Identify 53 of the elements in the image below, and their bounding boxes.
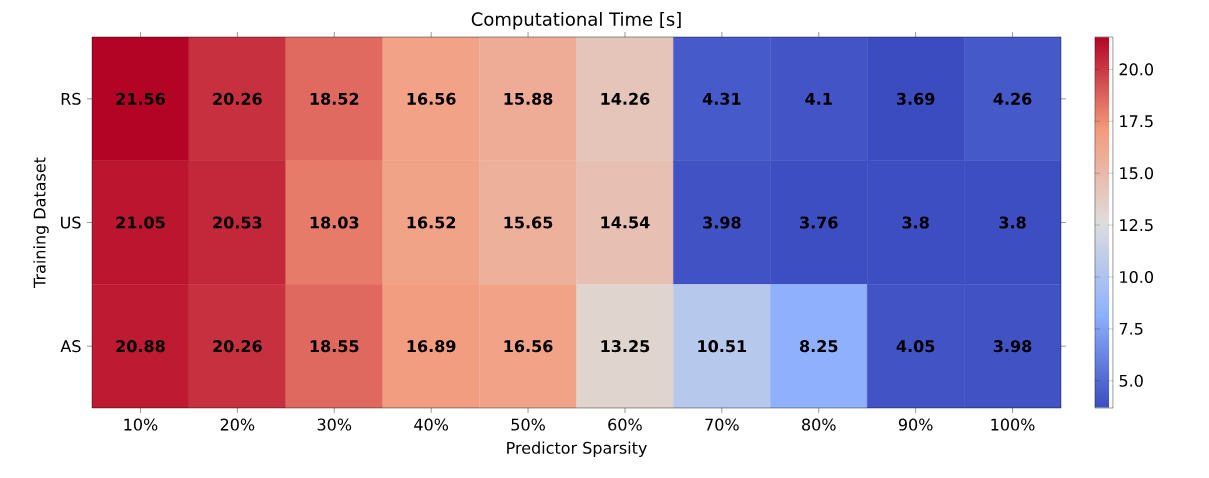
data-label: 14.54 <box>601 216 650 229</box>
data-label: 15.65 <box>504 216 553 229</box>
data-label: 4.05 <box>896 340 935 353</box>
x-tick-label: 90% <box>898 418 933 431</box>
data-label: 15.88 <box>504 92 553 105</box>
data-label: 14.26 <box>601 92 650 105</box>
data-label: 16.56 <box>407 92 456 105</box>
chart-title: Computational Time [s] <box>471 12 681 30</box>
data-label: 16.89 <box>407 340 456 353</box>
y-tick-label: RS <box>61 92 81 105</box>
data-label: 4.26 <box>993 92 1032 105</box>
data-label: 4.31 <box>702 92 741 105</box>
x-tick-label: 80% <box>802 418 836 431</box>
x-tick-label: 30% <box>317 418 352 431</box>
data-label: 3.98 <box>703 216 741 229</box>
data-label: 20.26 <box>213 340 262 353</box>
data-label: 20.26 <box>213 92 262 105</box>
data-label: 3.76 <box>800 216 838 229</box>
data-label: 3.8 <box>999 216 1026 229</box>
y-tick-label: US <box>61 216 81 229</box>
data-label: 20.53 <box>213 216 262 229</box>
data-label: 10.51 <box>698 340 747 353</box>
y-axis-title: Training Dataset <box>33 157 49 288</box>
data-label: 21.56 <box>116 92 165 105</box>
y-tick-label: AS <box>60 340 81 353</box>
x-tick-label: 100% <box>991 418 1035 431</box>
data-label: 4.1 <box>805 92 832 105</box>
color-bar-label: 12.5 <box>1120 219 1153 232</box>
data-label: 18.55 <box>310 340 359 353</box>
data-label: 13.25 <box>601 340 650 353</box>
data-label: 18.52 <box>310 92 359 105</box>
data-label: 21.05 <box>116 216 165 229</box>
x-tick-label: 10% <box>124 418 158 431</box>
x-tick-label: 70% <box>705 418 739 431</box>
data-label: 3.8 <box>902 216 929 229</box>
color-bar-label: 10.0 <box>1120 270 1153 284</box>
x-axis-title: Predictor Sparsity <box>507 441 647 457</box>
data-label: 8.25 <box>799 340 838 353</box>
data-label: 3.69 <box>896 92 935 105</box>
x-tick-label: 50% <box>511 418 545 431</box>
color-bar-label: 17.5 <box>1120 115 1153 128</box>
color-bar-label: 20.0 <box>1119 63 1153 76</box>
data-label: 3.98 <box>993 340 1032 353</box>
data-label: 16.56 <box>504 340 553 353</box>
x-tick-label: 60% <box>608 418 642 431</box>
color-bar-label: 5.0 <box>1119 374 1143 387</box>
data-label: 18.03 <box>310 216 359 229</box>
x-tick-label: 40% <box>414 418 449 431</box>
color-bar-label: 7.5 <box>1119 322 1143 335</box>
color-bar-label: 15.0 <box>1120 167 1153 180</box>
data-label: 16.52 <box>407 216 456 229</box>
data-label: 20.88 <box>116 340 165 353</box>
x-tick-label: 20% <box>220 418 255 431</box>
